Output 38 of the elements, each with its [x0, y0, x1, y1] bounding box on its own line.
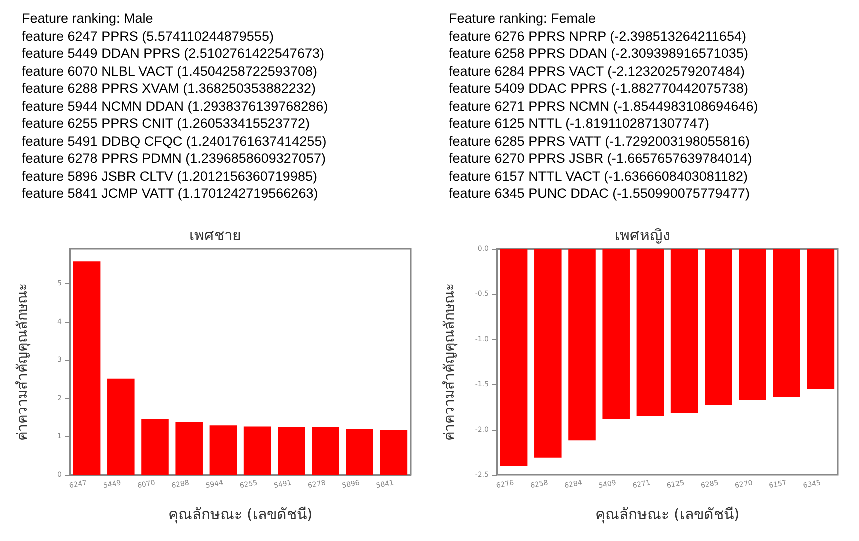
text: Feature ranking: Female [449, 10, 598, 28]
text: feature 6345 PUNC DDAC (-1.550990075779477) [449, 185, 751, 202]
text: feature 6284 PPRS VACT (-2.123202579207484) [449, 62, 746, 80]
text: Feature ranking: Male [22, 10, 154, 28]
text: feature 6070 NLBL VACT (1.4504258722593708) [22, 62, 318, 80]
bar [176, 422, 203, 475]
text: feature 6271 PPRS NCMN (-1.8544983108694646) [449, 98, 760, 115]
text: feature 6125 NTTL (-1.8191102871307747) [449, 115, 710, 132]
chart-title: เพศชาย [190, 226, 242, 244]
bar [142, 419, 169, 475]
text: feature 5409 DDAC PPRS (-1.882770442075738) [449, 80, 750, 98]
bar [278, 428, 306, 475]
bar [380, 430, 408, 475]
chart-title: เพศหญิง [615, 226, 670, 244]
y-axis-title: ค่าความสำคัญคุณลักษณะ [15, 283, 31, 441]
bar [73, 262, 101, 475]
text: feature 6157 NTTL VACT (-1.6366608403081182) [449, 168, 749, 185]
bar [244, 426, 272, 475]
text: feature 6276 PPRS NPRP (-2.398513264211654) [449, 28, 748, 45]
text: feature 5944 NCMN DDAN (1.2938376139768286) [22, 98, 330, 115]
text: feature 5449 DDAN PPRS (2.5102761422547673) [22, 45, 326, 62]
text: feature 6270 PPRS JSBR (-1.6657657639784014) [449, 150, 754, 168]
text: feature 5491 DDBQ CFQC (1.2401761637414255) [22, 132, 328, 150]
x-axis-title: คุณลักษณะ (เลขดัชนี) [595, 506, 740, 524]
text: feature 5841 JCMP VATT (1.1701242719566263) [22, 185, 320, 202]
bar [108, 378, 135, 475]
text: feature 6285 PPRS VATT (-1.7292003198055816) [449, 132, 751, 150]
text: feature 6288 PPRS XVAM (1.368250353882232) [22, 80, 317, 98]
bar [312, 428, 340, 475]
text: feature 5896 JSBR CLTV (1.2012156360719985) [22, 168, 318, 185]
text: feature 6247 PPRS (5.574110244879555) [22, 28, 275, 45]
bar [210, 426, 238, 475]
text: feature 6278 PPRS PDMN (1.2396858609327057) [22, 150, 327, 168]
bar [346, 429, 374, 475]
text: feature 6255 PPRS CNIT (1.260533415523772) [22, 115, 311, 132]
text: feature 6258 PPRS DDAN (-2.309398916571035) [449, 45, 750, 62]
x-axis-title: คุณลักษณะ (เลขดัชนี) [168, 506, 313, 524]
y-axis-title: ค่าความสำคัญคุณลักษณะ [442, 283, 458, 441]
